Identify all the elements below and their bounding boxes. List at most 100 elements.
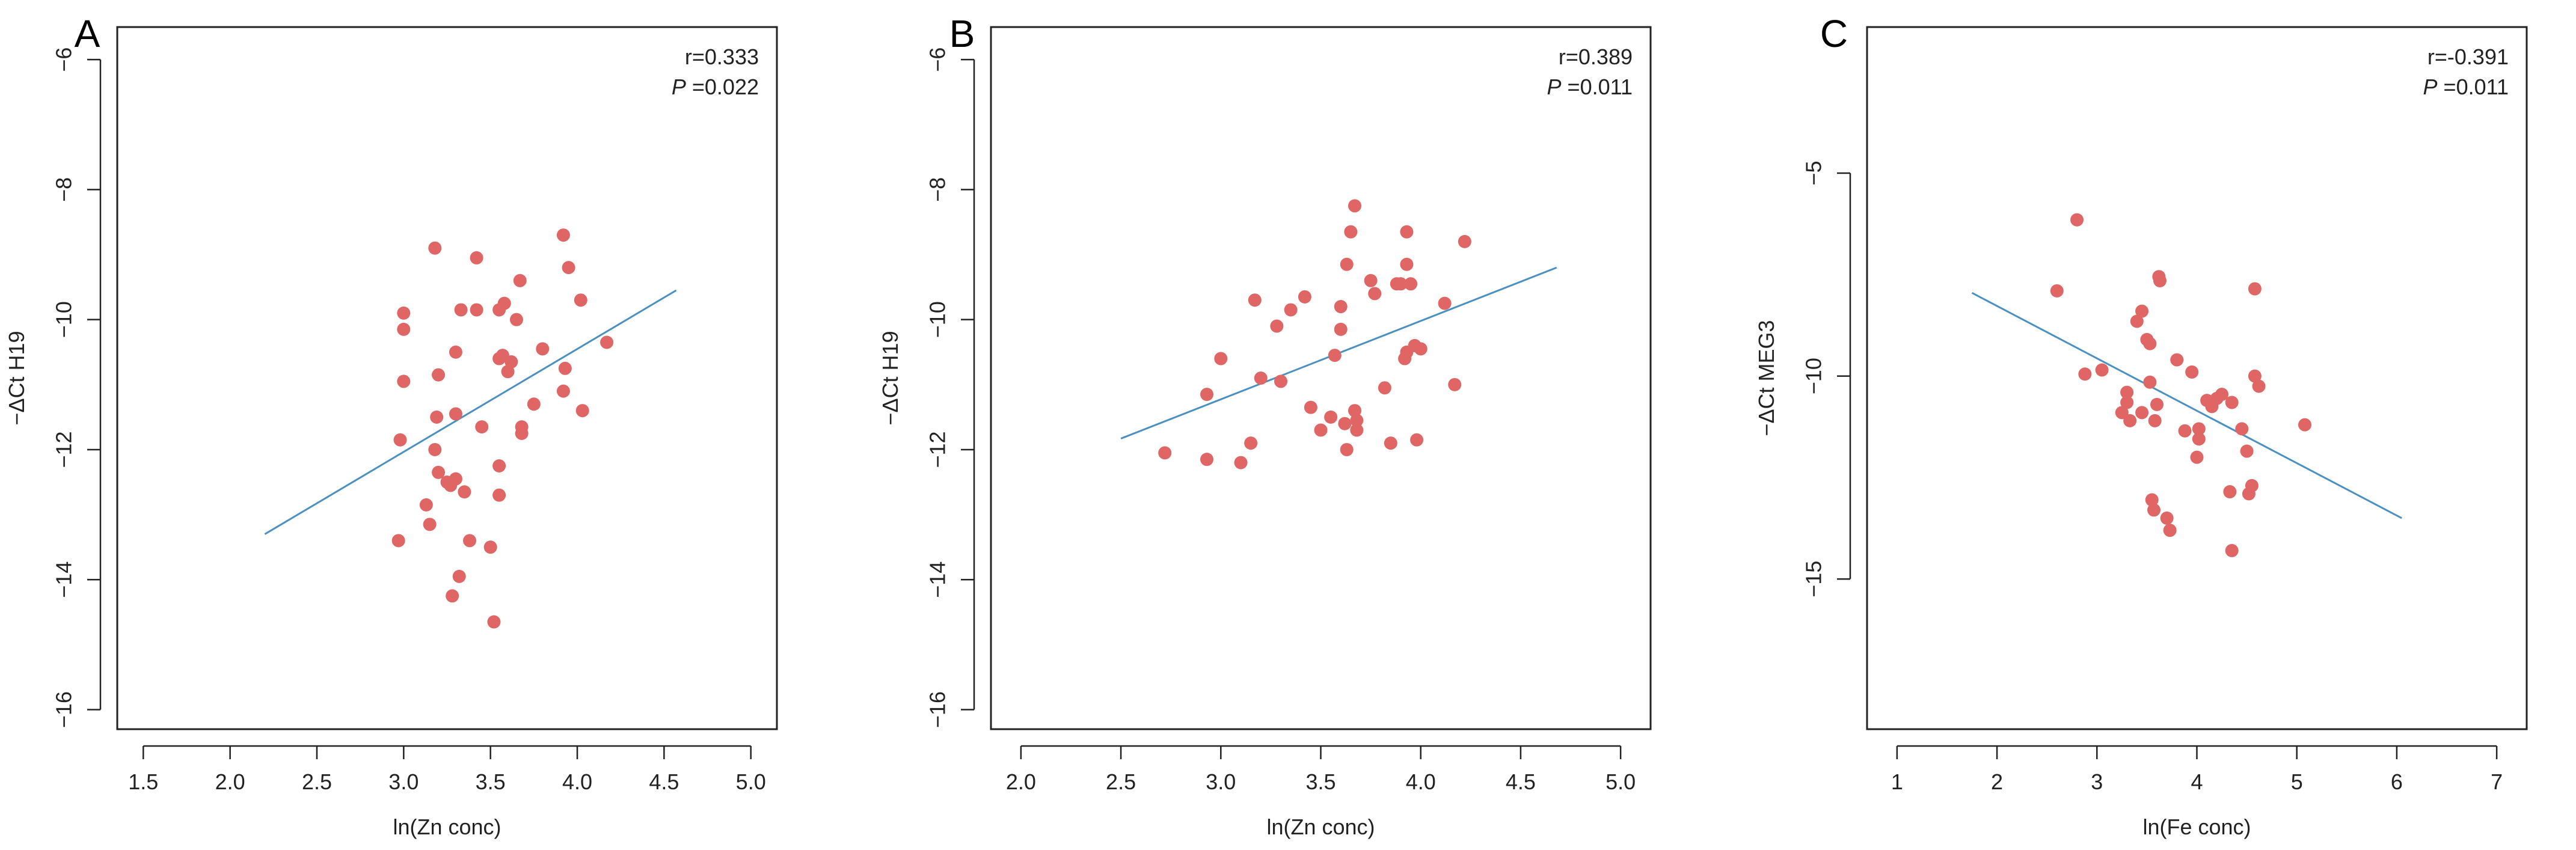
- y-tick-label: −10: [52, 301, 76, 338]
- x-axis-title: ln(Zn conc): [1266, 815, 1375, 839]
- y-tick-label: −12: [925, 431, 950, 468]
- y-tick-label: −16: [52, 691, 76, 728]
- data-point: [428, 442, 442, 456]
- x-tick-label: 3: [2091, 769, 2103, 794]
- data-point: [1438, 296, 1452, 310]
- data-point: [492, 459, 506, 472]
- y-tick-label: −6: [52, 47, 76, 72]
- data-point: [513, 274, 527, 287]
- data-point: [2185, 365, 2199, 379]
- data-point: [1410, 433, 1424, 447]
- data-point: [1344, 225, 1358, 239]
- panel-label: B: [949, 12, 975, 55]
- data-point: [475, 420, 489, 434]
- data-point: [1200, 453, 1214, 466]
- data-point: [527, 397, 541, 411]
- data-point: [2148, 414, 2162, 427]
- data-point: [2095, 363, 2109, 377]
- x-tick-label: 6: [2391, 769, 2403, 794]
- panel-label: A: [75, 12, 100, 55]
- data-point: [1334, 322, 1348, 336]
- data-point: [2147, 503, 2161, 517]
- data-point: [1234, 456, 1248, 469]
- data-point: [1394, 277, 1408, 291]
- data-point: [2130, 314, 2144, 328]
- data-point: [470, 303, 483, 317]
- data-point: [600, 335, 614, 349]
- y-tick-label: −12: [52, 431, 76, 468]
- stat-p-value: =0.011: [1562, 75, 1633, 99]
- data-point: [1414, 342, 1428, 356]
- data-point: [2078, 367, 2092, 381]
- data-point: [2223, 485, 2237, 499]
- stat-p: P =0.022: [672, 75, 759, 99]
- data-point: [2225, 396, 2239, 409]
- data-point: [2225, 543, 2239, 557]
- y-tick-label: −8: [52, 177, 76, 202]
- stat-p-symbol: P: [1547, 75, 1562, 99]
- data-point: [397, 375, 411, 388]
- data-point: [1254, 371, 1268, 385]
- data-point: [452, 569, 466, 583]
- data-point: [2252, 379, 2266, 393]
- x-tick-label: 4.5: [649, 769, 679, 794]
- y-tick-label: −16: [925, 691, 950, 728]
- data-point: [2245, 479, 2259, 492]
- data-point: [1200, 388, 1214, 402]
- x-tick-label: 3.5: [476, 769, 506, 794]
- data-point: [536, 342, 550, 356]
- data-point: [458, 485, 471, 499]
- data-point: [497, 296, 511, 310]
- y-tick-label: −6: [925, 47, 950, 72]
- x-axis-title: ln(Zn conc): [393, 815, 501, 839]
- data-point: [1378, 381, 1391, 395]
- regression-line: [264, 289, 677, 535]
- data-point: [558, 361, 572, 375]
- stat-p-symbol: P: [2423, 75, 2438, 99]
- data-point: [432, 368, 446, 382]
- plot-frame: [990, 26, 1652, 730]
- x-tick-label: 4.0: [562, 769, 592, 794]
- data-point: [2163, 524, 2177, 537]
- y-tick-label: −14: [925, 561, 950, 598]
- y-tick-label: −5: [1802, 161, 1826, 186]
- x-tick-label: 4.0: [1406, 769, 1436, 794]
- y-tick-label: −14: [52, 561, 76, 598]
- data-point: [1270, 319, 1284, 333]
- data-point: [2235, 422, 2249, 436]
- stat-p: P =0.011: [2423, 75, 2509, 99]
- data-point: [463, 534, 477, 548]
- x-tick-label: 7: [2491, 769, 2503, 794]
- data-point: [1158, 446, 1172, 460]
- data-point: [574, 293, 587, 307]
- y-axis-title: −ΔCt H19: [878, 331, 903, 425]
- data-point: [1340, 257, 1354, 271]
- data-point: [2215, 388, 2229, 402]
- data-point: [1350, 423, 1364, 437]
- data-point: [2170, 353, 2184, 367]
- data-point: [2120, 396, 2134, 409]
- data-point: [1400, 257, 1414, 271]
- data-point: [2123, 414, 2137, 427]
- data-point: [487, 615, 501, 629]
- x-tick-label: 5: [2291, 769, 2303, 794]
- y-tick-label: −8: [925, 177, 950, 202]
- data-point: [446, 589, 459, 603]
- data-point: [562, 261, 575, 275]
- data-point: [423, 518, 437, 531]
- data-point: [391, 534, 405, 548]
- data-point: [575, 404, 589, 418]
- data-point: [1334, 300, 1348, 314]
- plot-frame: [116, 26, 778, 730]
- stat-p-symbol: P: [672, 75, 686, 99]
- data-point: [449, 345, 462, 359]
- stat-p-value: =0.011: [2438, 75, 2509, 99]
- y-tick-label: −15: [1802, 561, 1826, 598]
- y-axis-title: −ΔCt H19: [4, 331, 29, 425]
- data-point: [428, 241, 442, 255]
- data-point: [2248, 282, 2262, 296]
- x-tick-label: 2: [1991, 769, 2003, 794]
- x-tick-label: 2.5: [1106, 769, 1136, 794]
- data-point: [1404, 277, 1418, 291]
